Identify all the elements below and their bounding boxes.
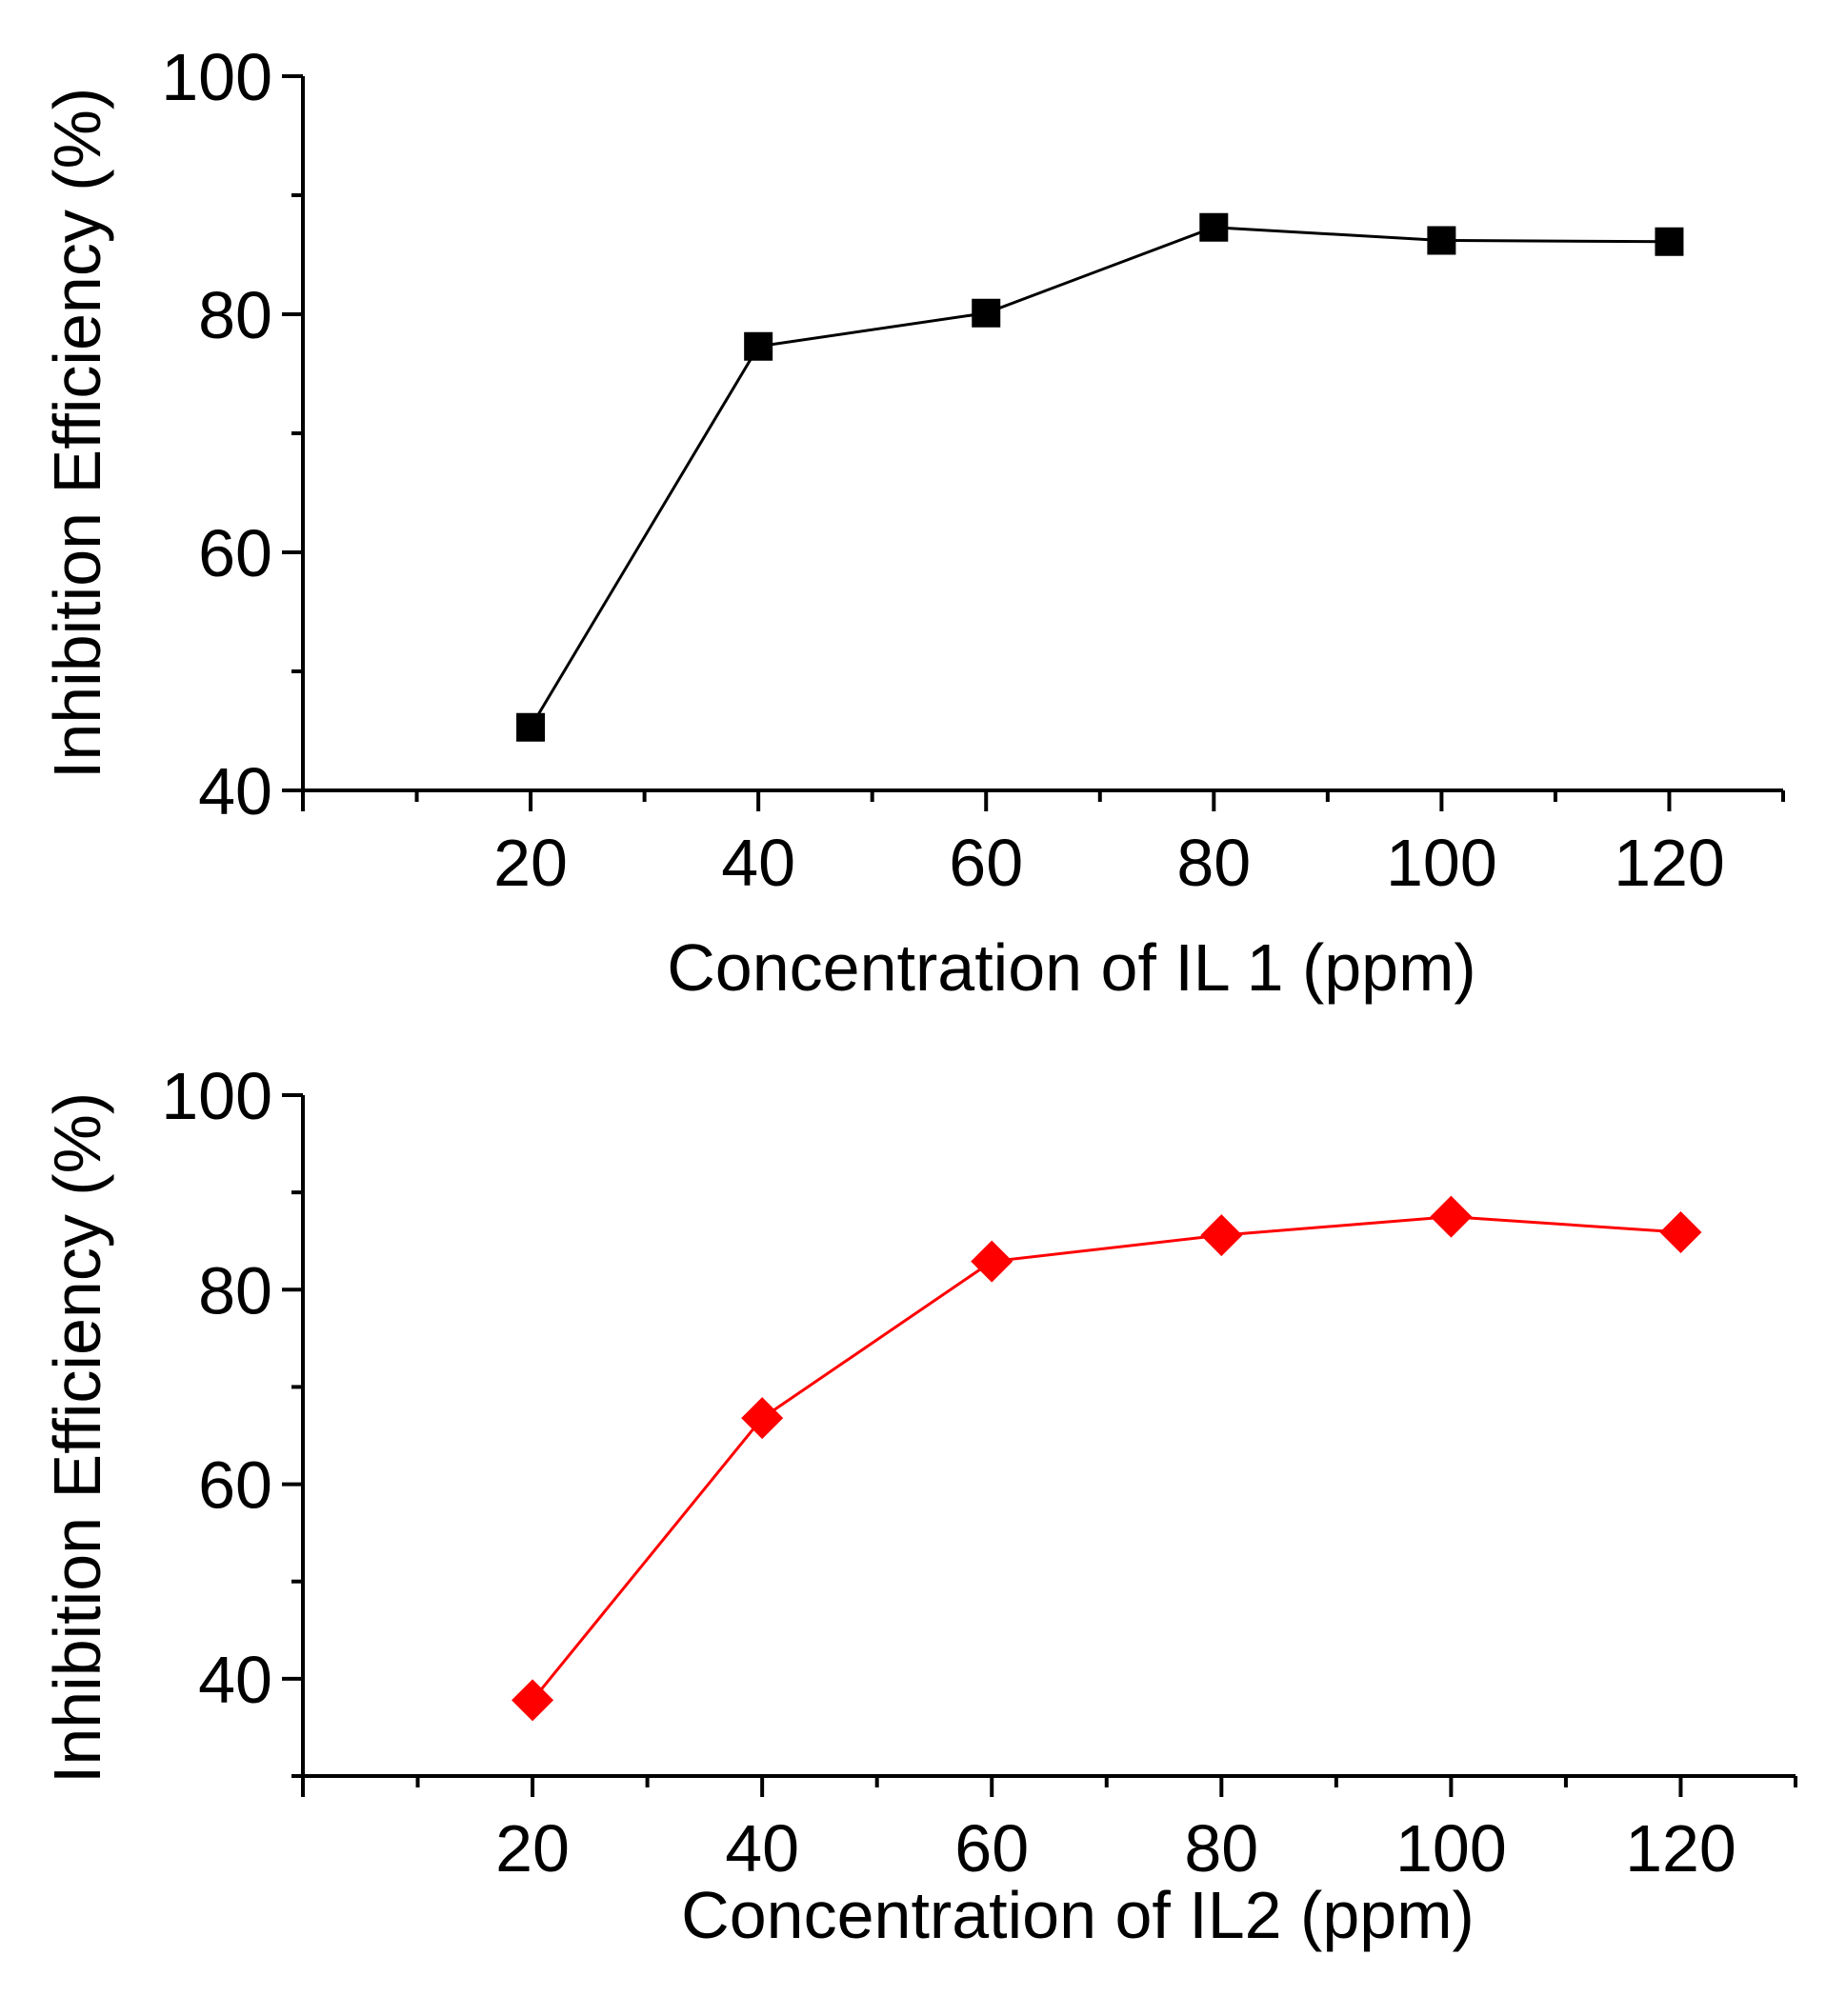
- chart2-data-point: [1659, 1211, 1702, 1254]
- chart2-x-tick-label: 60: [954, 1811, 1029, 1886]
- chart2-data-point: [512, 1679, 554, 1722]
- chart1-x-tick-label: 60: [949, 826, 1023, 900]
- chart1-data-point: [1427, 226, 1456, 255]
- chart1-data-point: [744, 331, 773, 361]
- chart2-data-point: [1430, 1195, 1473, 1238]
- chart1-data-point: [1199, 212, 1229, 242]
- chart1-x-axis-title: Concentration of IL 1 (ppm): [667, 930, 1476, 1005]
- chart2-y-tick-label: 60: [198, 1448, 272, 1523]
- chart1-x-tick-label: 40: [721, 826, 795, 900]
- chart2-y-tick-label: 100: [161, 1059, 272, 1133]
- chart1-y-tick-label: 80: [198, 278, 272, 352]
- chart2-y-tick-label: 40: [198, 1643, 272, 1717]
- chart1-x-tick-label: 80: [1176, 826, 1251, 900]
- chart2-x-tick-label: 120: [1625, 1811, 1736, 1886]
- chart1-x-tick-label: 120: [1614, 826, 1725, 900]
- chart2-x-tick-label: 100: [1395, 1811, 1507, 1886]
- chart2-y-tick-label: 80: [198, 1253, 272, 1327]
- chart1-series-line-il-1: [529, 226, 1670, 729]
- chart1-data-point: [516, 712, 546, 742]
- chart1-y-tick-label: 60: [198, 516, 272, 590]
- chart2-x-axis-title: Concentration of IL2 (ppm): [681, 1878, 1475, 1952]
- chart1-x-tick-label: 100: [1386, 826, 1497, 900]
- chart2-x-tick-label: 40: [725, 1811, 799, 1886]
- chart2-data-point: [1200, 1214, 1243, 1257]
- chart2-y-axis-title: Inhibition Efficiency (%): [40, 1092, 114, 1784]
- chart2-data-point: [741, 1397, 784, 1440]
- chart2-data-point: [971, 1240, 1013, 1283]
- chart1-y-tick-label: 100: [161, 40, 272, 114]
- chart1-y-tick-label: 40: [198, 754, 272, 828]
- chart2-x-tick-label: 80: [1184, 1811, 1258, 1886]
- chart2-series-line-il2: [531, 1215, 1681, 1702]
- chart1-data-point: [1655, 227, 1684, 256]
- chart1-data-point: [972, 298, 1001, 328]
- chart2-x-tick-label: 20: [495, 1811, 570, 1886]
- chart1-x-tick-label: 20: [493, 826, 568, 900]
- chart1-y-axis-title: Inhibition Efficiency (%): [40, 88, 114, 779]
